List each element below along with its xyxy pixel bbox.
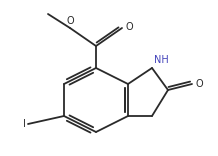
Text: I: I: [23, 119, 26, 129]
Text: O: O: [195, 79, 203, 89]
Text: O: O: [66, 16, 74, 26]
Text: NH: NH: [154, 55, 169, 65]
Text: O: O: [125, 22, 133, 32]
